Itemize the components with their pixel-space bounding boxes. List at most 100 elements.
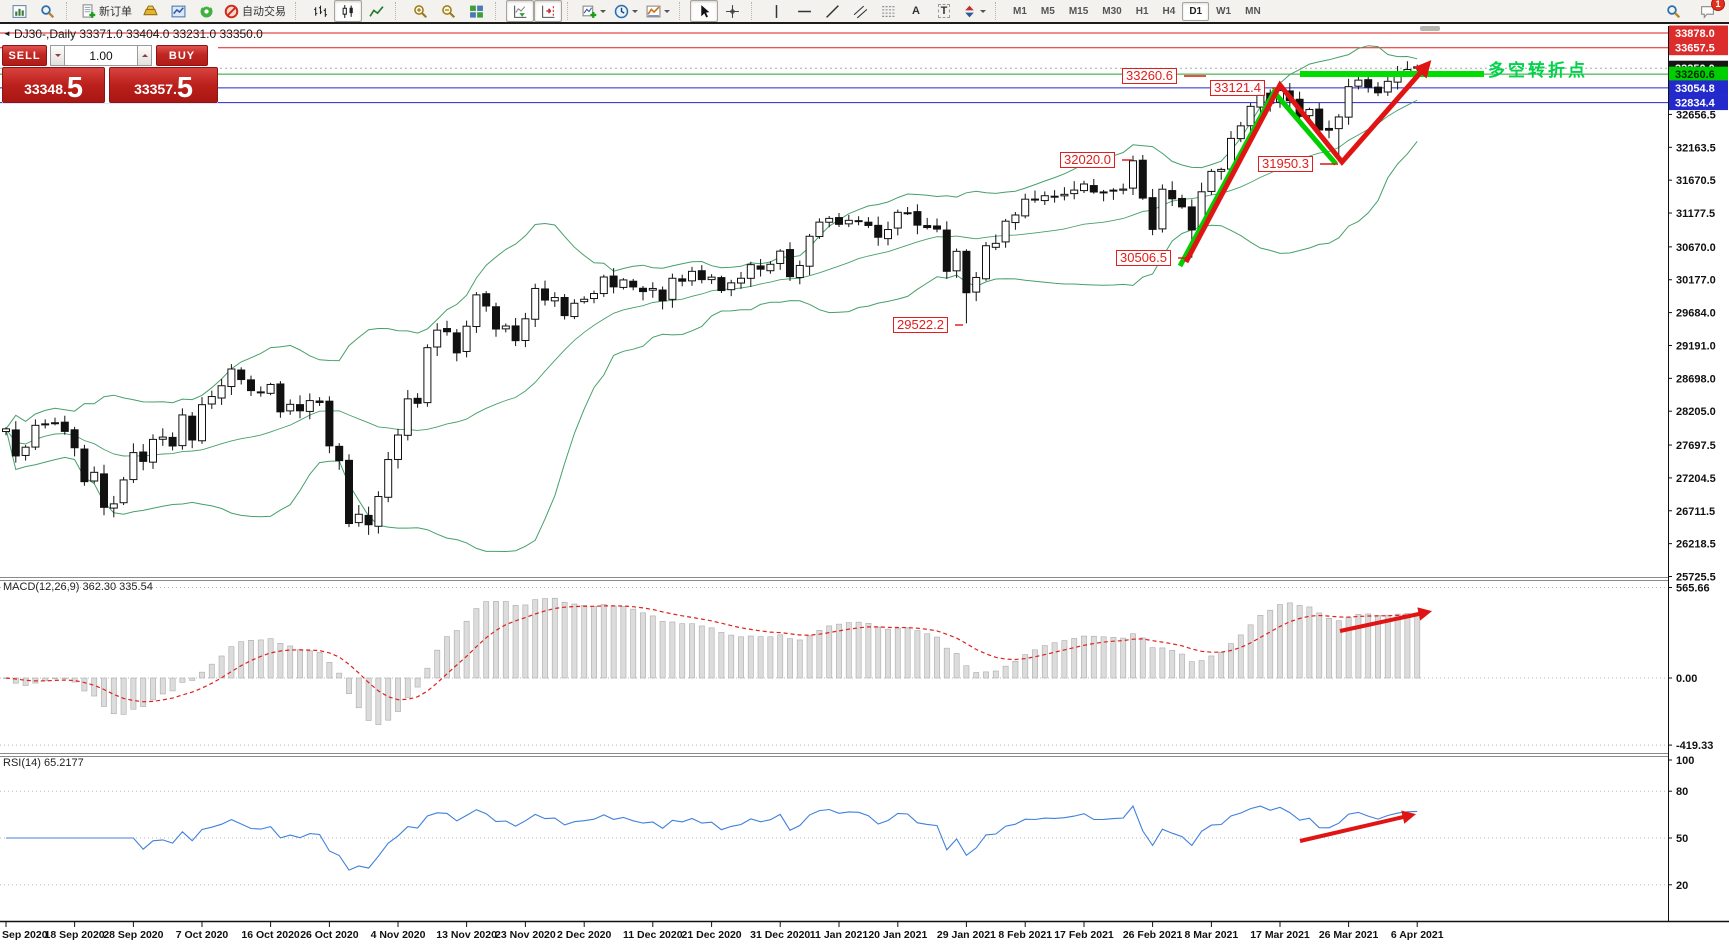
- buy-button[interactable]: BUY: [156, 45, 208, 66]
- timeframe-toolbar: M1 M5 M15 M30 H1 H4 D1 W1 MN: [1003, 0, 1271, 23]
- chart-title: DJ30-,Daily 33371.0 33404.0 33231.0 3335…: [14, 27, 263, 41]
- candlestick-chart-button[interactable]: [334, 0, 362, 22]
- svg-text:17 Mar 2021: 17 Mar 2021: [1250, 929, 1310, 941]
- svg-text:20: 20: [1676, 880, 1688, 892]
- svg-text:26711.5: 26711.5: [1676, 506, 1715, 518]
- sell-price-frac: 5: [66, 72, 84, 104]
- timeframe-m15[interactable]: M15: [1068, 5, 1089, 17]
- down-caret-icon: [54, 54, 61, 60]
- timeframe-mn[interactable]: MN: [1245, 5, 1261, 17]
- volume-stepper: [50, 45, 152, 66]
- toolbar-separator: [395, 2, 401, 20]
- new-order-button[interactable]: 新订单: [77, 0, 136, 22]
- svg-text:11 Dec 2020: 11 Dec 2020: [623, 929, 683, 941]
- chart-scrollbar-thumb[interactable]: [1420, 26, 1440, 31]
- svg-text:33657.5: 33657.5: [1675, 43, 1715, 55]
- svg-text:32163.5: 32163.5: [1676, 142, 1716, 154]
- auto-scroll-button[interactable]: [506, 0, 534, 22]
- macd-label: MACD(12,26,9) 362.30 335.54: [3, 581, 153, 593]
- rsi-label: RSI(14) 65.2177: [3, 757, 84, 769]
- dropdown-caret: [632, 10, 638, 16]
- svg-text:31670.5: 31670.5: [1676, 175, 1716, 187]
- price-annotation-label: 33260.6: [1122, 68, 1177, 84]
- dropdown-caret: [980, 10, 986, 16]
- svg-text:-419.33: -419.33: [1676, 740, 1713, 752]
- volume-increase-button[interactable]: [137, 45, 152, 66]
- svg-text:17 Feb 2021: 17 Feb 2021: [1054, 929, 1114, 941]
- svg-text:27204.5: 27204.5: [1676, 473, 1716, 485]
- price-annotation-label: 32020.0: [1060, 152, 1115, 168]
- svg-text:29191.0: 29191.0: [1676, 340, 1716, 352]
- chart-window-marker: ◄: [3, 29, 11, 38]
- svg-text:33260.6: 33260.6: [1675, 69, 1715, 81]
- svg-text:26 Oct 2020: 26 Oct 2020: [300, 929, 359, 941]
- text-label-tool-button[interactable]: T: [930, 0, 958, 22]
- indicators-button[interactable]: [578, 0, 610, 22]
- timeframe-h1[interactable]: H1: [1135, 5, 1149, 17]
- price-annotation-label: 30506.5: [1116, 250, 1171, 266]
- cursor-tool-button[interactable]: [690, 0, 718, 22]
- text-tool-icon: A: [912, 5, 920, 17]
- svg-text:32834.4: 32834.4: [1675, 98, 1716, 110]
- svg-text:23 Nov 2020: 23 Nov 2020: [495, 929, 556, 941]
- svg-text:28205.0: 28205.0: [1676, 406, 1716, 418]
- timeframe-h4[interactable]: H4: [1162, 5, 1176, 17]
- main-toolbar: 新订单 自动交易: [0, 0, 1729, 24]
- chart-shift-button[interactable]: [534, 0, 562, 22]
- price-annotation-label: 29522.2: [893, 317, 948, 333]
- svg-text:18 Sep 2020: 18 Sep 2020: [45, 929, 105, 941]
- svg-text:26 Mar 2021: 26 Mar 2021: [1319, 929, 1379, 941]
- svg-text:30670.0: 30670.0: [1676, 242, 1716, 254]
- svg-text:32656.5: 32656.5: [1676, 109, 1716, 121]
- toolbar-separator: [679, 2, 685, 20]
- svg-text:33054.8: 33054.8: [1675, 83, 1715, 95]
- svg-text:565.66: 565.66: [1676, 582, 1710, 594]
- buy-price[interactable]: 33357. 5: [109, 67, 218, 103]
- svg-text:80: 80: [1676, 786, 1688, 798]
- text-label-icon: T: [937, 4, 951, 18]
- svg-text:33878.0: 33878.0: [1675, 28, 1715, 40]
- svg-text:28 Sep 2020: 28 Sep 2020: [103, 929, 163, 941]
- svg-text:29684.0: 29684.0: [1676, 308, 1716, 320]
- templates-button[interactable]: [642, 0, 674, 22]
- svg-text:2 Dec 2020: 2 Dec 2020: [557, 929, 611, 941]
- periods-button[interactable]: [610, 0, 642, 22]
- svg-text:26218.5: 26218.5: [1676, 539, 1716, 551]
- sell-button[interactable]: SELL: [2, 45, 47, 66]
- arrows-tool-button[interactable]: [958, 0, 990, 22]
- svg-text:28698.0: 28698.0: [1676, 373, 1716, 385]
- volume-decrease-button[interactable]: [50, 45, 65, 66]
- notification-badge: 1: [1711, 0, 1725, 11]
- turning-point-text: 多空转折点: [1488, 61, 1588, 80]
- volume-input[interactable]: [65, 45, 137, 66]
- toolbar-separator: [66, 2, 72, 20]
- toolbar-separator: [495, 2, 501, 20]
- notifications-button[interactable]: 1: [1693, 0, 1725, 22]
- toolbar-separator: [995, 2, 1001, 20]
- timeframe-m1[interactable]: M1: [1013, 5, 1027, 17]
- text-tool-button[interactable]: A: [902, 0, 930, 22]
- svg-text:11 Jan 2021: 11 Jan 2021: [810, 929, 869, 941]
- price-annotation-label: 31950.3: [1258, 156, 1313, 172]
- up-caret-icon: [141, 51, 148, 57]
- svg-text:8 Feb 2021: 8 Feb 2021: [998, 929, 1052, 941]
- svg-text:4 Nov 2020: 4 Nov 2020: [371, 929, 426, 941]
- svg-text:31177.5: 31177.5: [1676, 208, 1715, 220]
- auto-trading-button[interactable]: 自动交易: [220, 0, 290, 22]
- sell-price[interactable]: 33348. 5: [2, 67, 106, 104]
- svg-text:26 Feb 2021: 26 Feb 2021: [1123, 929, 1183, 941]
- timeframe-m5[interactable]: M5: [1040, 5, 1055, 17]
- toolbar-separator: [295, 2, 301, 20]
- svg-text:0.00: 0.00: [1676, 673, 1697, 685]
- svg-text:31 Dec 2020: 31 Dec 2020: [750, 929, 810, 941]
- timeframe-m30[interactable]: M30: [1102, 5, 1122, 17]
- timeframe-w1[interactable]: W1: [1216, 5, 1232, 17]
- svg-text:Sep 2020: Sep 2020: [2, 929, 48, 941]
- svg-text:20 Jan 2021: 20 Jan 2021: [868, 929, 927, 941]
- dropdown-caret: [600, 10, 606, 16]
- timeframe-d1[interactable]: D1: [1182, 1, 1210, 21]
- auto-trading-label: 自动交易: [242, 6, 286, 18]
- svg-text:16 Oct 2020: 16 Oct 2020: [241, 929, 300, 941]
- svg-text:50: 50: [1676, 833, 1688, 845]
